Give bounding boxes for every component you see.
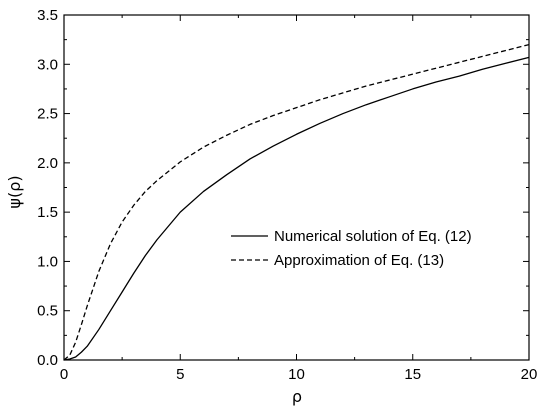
- y-tick-label: 0.0: [37, 352, 58, 369]
- x-axis: 0 5 10 15 20: [60, 15, 538, 383]
- x-tick-label: 10: [288, 366, 305, 383]
- x-tick-label: 5: [176, 366, 184, 383]
- plot-frame: [63, 14, 530, 361]
- y-tick-label: 3.0: [37, 56, 58, 73]
- y-tick-label: 0.5: [37, 303, 58, 320]
- x-tick-label: 0: [60, 366, 68, 383]
- y-tick-label: 3.5: [37, 7, 58, 24]
- series-layer: [63, 43, 530, 361]
- y-tick-label: 2.0: [37, 155, 58, 172]
- y-axis-label: ψ(ρ): [5, 175, 24, 208]
- x-tick-label: 15: [404, 366, 421, 383]
- numerical-series-line: [63, 56, 530, 361]
- x-tick-label: 20: [521, 366, 538, 383]
- plot-area: [63, 14, 530, 361]
- y-tick-label: 1.0: [37, 253, 58, 270]
- y-axis: 0.0 0.5 1.0 1.5 2.0 2.5 3.0 3.5: [37, 7, 529, 369]
- x-axis-label: ρ: [292, 387, 302, 406]
- legend: Numerical solution of Eq. (12) Approximat…: [231, 228, 472, 269]
- y-tick-label: 1.5: [37, 204, 58, 221]
- legend-label: Numerical solution of Eq. (12): [274, 228, 472, 245]
- approximation-series-line: [63, 43, 530, 361]
- legend-label: Approximation of Eq. (13): [274, 252, 444, 269]
- y-tick-label: 2.5: [37, 106, 58, 123]
